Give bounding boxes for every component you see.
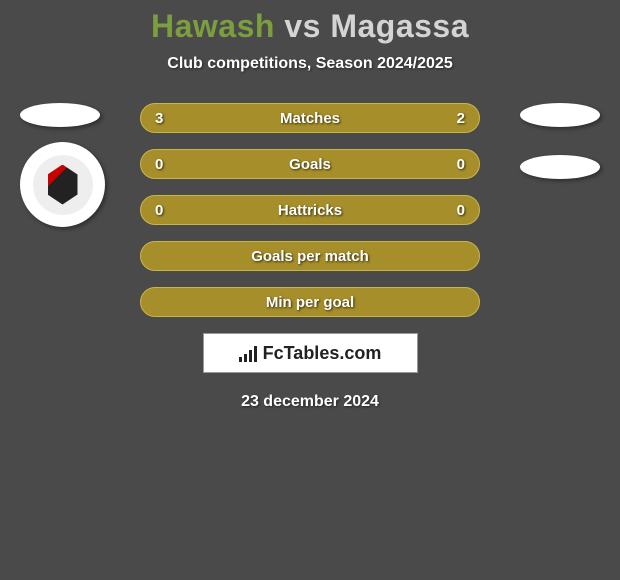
stat-row-matches: 3 Matches 2	[140, 103, 480, 133]
fctables-logo: FcTables.com	[203, 333, 418, 373]
stat-right-value: 2	[445, 110, 465, 127]
right-ellipse-badge-1	[520, 103, 600, 127]
stat-label: Min per goal	[266, 294, 354, 311]
left-club-badge	[20, 142, 105, 227]
stat-label: Matches	[280, 110, 340, 127]
player-left-name: Hawash	[151, 8, 275, 44]
fctables-text: FcTables.com	[263, 343, 382, 364]
stat-row-goals: 0 Goals 0	[140, 149, 480, 179]
subtitle: Club competitions, Season 2024/2025	[0, 55, 620, 73]
stat-rows: 3 Matches 2 0 Goals 0 0 Hattricks 0 Goals per mat…	[140, 103, 480, 317]
stat-left-value: 0	[155, 202, 175, 219]
stat-label: Goals	[289, 156, 331, 173]
stat-label: Hattricks	[278, 202, 342, 219]
left-badges	[20, 103, 105, 227]
stat-left-value: 3	[155, 110, 175, 127]
club-logo-icon	[33, 155, 93, 215]
stat-left-value: 0	[155, 156, 175, 173]
stat-right-value: 0	[445, 156, 465, 173]
chart-icon	[239, 344, 257, 362]
player-right-name: Magassa	[330, 8, 469, 44]
left-ellipse-badge	[20, 103, 100, 127]
right-ellipse-badge-2	[520, 155, 600, 179]
page-title: Hawash vs Magassa	[0, 0, 620, 45]
date-text: 23 december 2024	[0, 393, 620, 411]
vs-text: vs	[275, 8, 330, 44]
stat-right-value: 0	[445, 202, 465, 219]
content-area: 3 Matches 2 0 Goals 0 0 Hattricks 0 Goals per mat…	[0, 103, 620, 411]
right-badges	[520, 103, 600, 179]
stat-label: Goals per match	[251, 248, 369, 265]
stat-row-hattricks: 0 Hattricks 0	[140, 195, 480, 225]
stat-row-goals-per-match: Goals per match	[140, 241, 480, 271]
stat-row-min-per-goal: Min per goal	[140, 287, 480, 317]
